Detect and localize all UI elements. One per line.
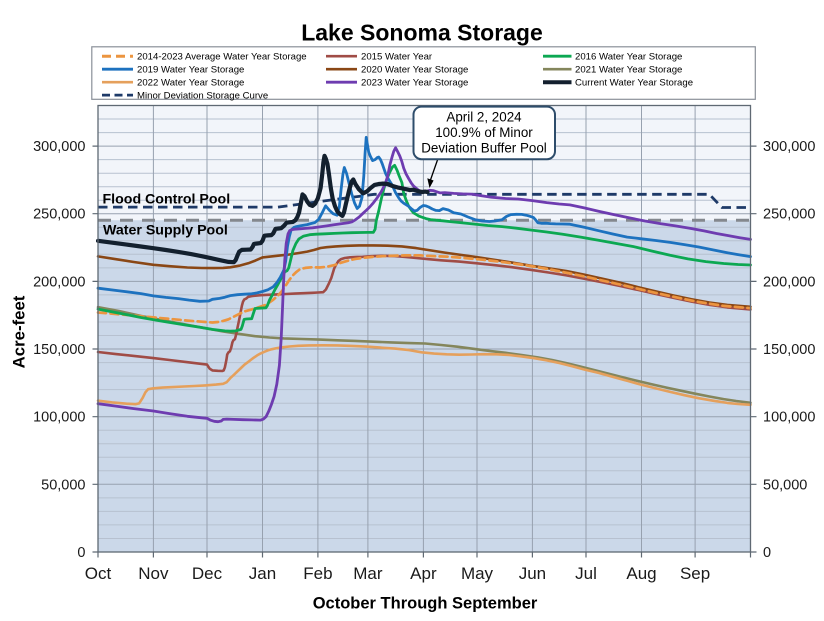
svg-text:Feb: Feb	[303, 564, 332, 583]
svg-text:50,000: 50,000	[763, 477, 807, 493]
svg-text:Current Water Year Storage: Current Water Year Storage	[575, 78, 693, 89]
svg-text:2015 Water Year: 2015 Water Year	[361, 52, 433, 63]
svg-text:150,000: 150,000	[763, 342, 815, 358]
svg-text:Water Supply Pool: Water Supply Pool	[103, 222, 228, 238]
svg-text:Deviation Buffer Pool: Deviation Buffer Pool	[421, 141, 547, 156]
svg-text:Jun: Jun	[519, 564, 546, 583]
svg-text:2014-2023 Average Water Year S: 2014-2023 Average Water Year Storage	[137, 52, 307, 63]
svg-text:100,000: 100,000	[763, 410, 815, 426]
svg-text:100.9% of Minor: 100.9% of Minor	[435, 125, 533, 140]
svg-text:100,000: 100,000	[33, 410, 85, 426]
svg-text:2022 Water Year Storage: 2022 Water Year Storage	[137, 78, 244, 89]
svg-text:0: 0	[763, 545, 771, 561]
svg-text:200,000: 200,000	[33, 274, 85, 290]
svg-text:Jan: Jan	[249, 564, 276, 583]
svg-text:May: May	[461, 564, 494, 583]
svg-text:2021 Water Year Storage: 2021 Water Year Storage	[575, 65, 682, 76]
svg-text:October Through September: October Through September	[313, 595, 538, 613]
svg-text:April 2, 2024: April 2, 2024	[446, 110, 522, 125]
svg-text:Mar: Mar	[353, 564, 383, 583]
svg-text:Oct: Oct	[85, 564, 112, 583]
svg-text:Nov: Nov	[138, 564, 169, 583]
svg-text:0: 0	[77, 545, 85, 561]
svg-text:2023 Water Year Storage: 2023 Water Year Storage	[361, 78, 468, 89]
svg-text:Sep: Sep	[680, 564, 710, 583]
svg-text:2016 Water Year Storage: 2016 Water Year Storage	[575, 52, 682, 63]
svg-text:Acre-feet: Acre-feet	[10, 295, 29, 368]
svg-text:150,000: 150,000	[33, 342, 85, 358]
svg-text:Jul: Jul	[575, 564, 597, 583]
svg-text:Minor Deviation Storage Curve: Minor Deviation Storage Curve	[137, 91, 268, 102]
svg-text:2019 Water Year Storage: 2019 Water Year Storage	[137, 65, 244, 76]
svg-text:Apr: Apr	[410, 564, 437, 583]
svg-text:50,000: 50,000	[41, 477, 85, 493]
svg-text:250,000: 250,000	[763, 207, 815, 223]
svg-text:Dec: Dec	[192, 564, 223, 583]
svg-text:2020 Water Year Storage: 2020 Water Year Storage	[361, 65, 468, 76]
svg-text:200,000: 200,000	[763, 274, 815, 290]
svg-text:Lake Sonoma Storage: Lake Sonoma Storage	[301, 20, 543, 46]
svg-text:300,000: 300,000	[33, 139, 85, 155]
svg-text:300,000: 300,000	[763, 139, 815, 155]
svg-text:250,000: 250,000	[33, 207, 85, 223]
svg-text:Aug: Aug	[626, 564, 656, 583]
svg-text:Flood Control Pool: Flood Control Pool	[103, 191, 231, 207]
